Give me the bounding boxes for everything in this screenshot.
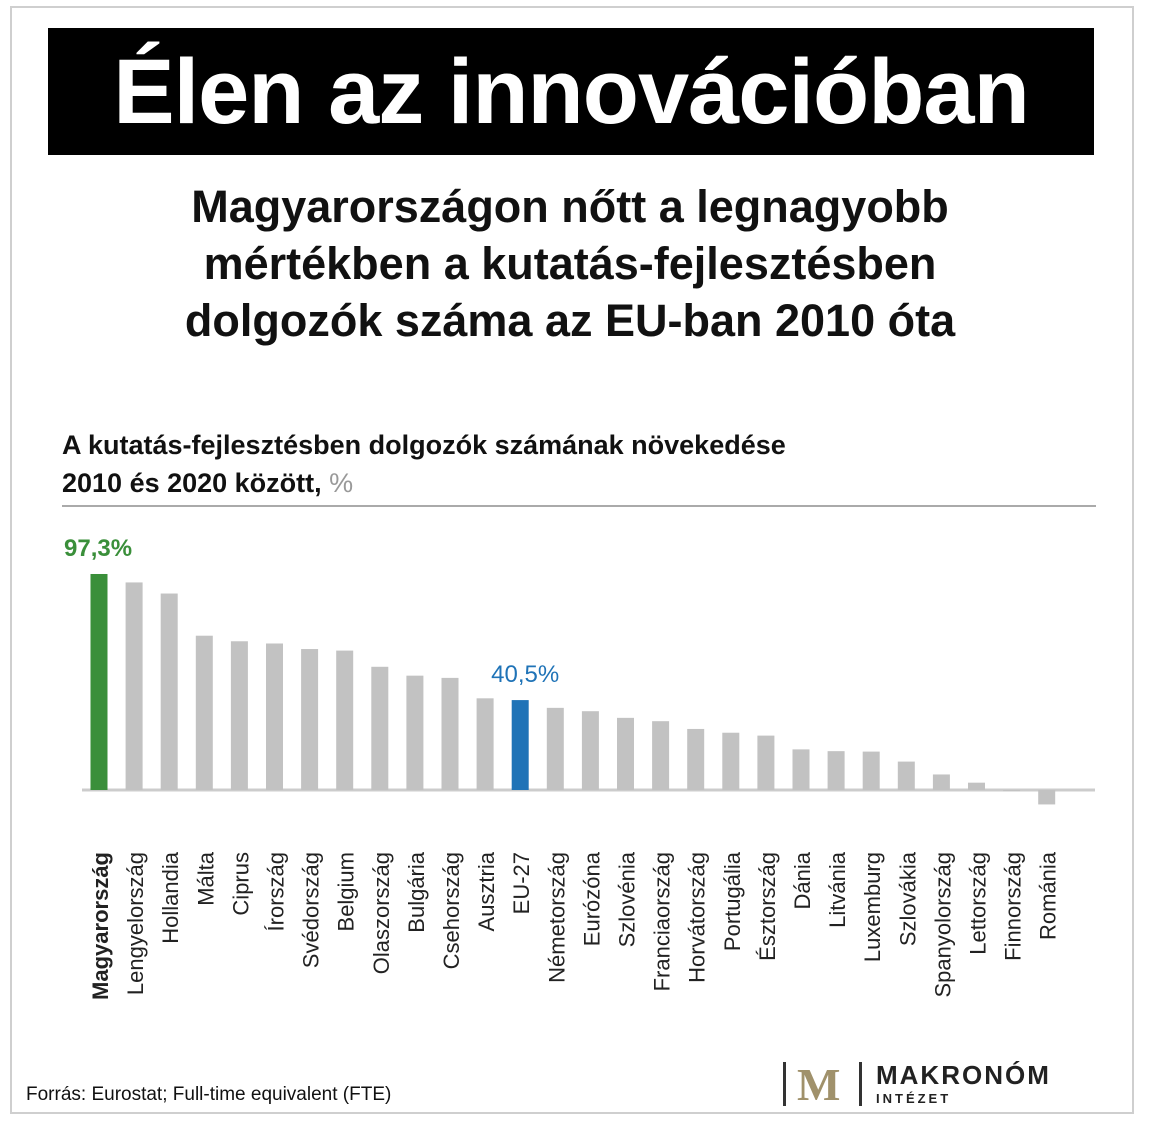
bar-franciaország: [652, 721, 670, 790]
bar-magyarország: [90, 573, 108, 790]
bar-belgium: [336, 650, 354, 790]
bar-finnország: [1003, 790, 1021, 792]
bar-bulgária: [406, 675, 424, 790]
bar-szlovénia: [617, 717, 634, 790]
bar-románia: [1038, 790, 1056, 805]
bar-eurózóna: [581, 711, 599, 790]
bar-olaszország: [371, 666, 389, 790]
bar-szlovákia: [897, 761, 915, 790]
bar-ausztria: [476, 698, 494, 790]
bar-lengyelország: [125, 582, 143, 790]
category-label: Ausztria: [474, 851, 499, 931]
category-label: EU-27: [509, 852, 534, 914]
category-label: Horvátország: [685, 852, 710, 983]
subtitle: Magyarországon nőtt a legnagyobb mértékb…: [40, 178, 1100, 349]
bar-litvánia: [827, 751, 845, 790]
logo-divider: [859, 1062, 862, 1106]
category-label: Lengyelország: [123, 852, 148, 995]
bar-portugália: [722, 732, 740, 790]
chart-heading-line: A kutatás-fejlesztésben dolgozók számána…: [62, 430, 786, 460]
logo-divider: [783, 1062, 786, 1106]
bar-dánia: [792, 749, 810, 790]
category-label: Portugália: [720, 851, 745, 951]
bar-luxemburg: [862, 751, 880, 790]
subtitle-line: mértékben a kutatás-fejlesztésben: [203, 238, 937, 289]
category-label: Románia: [1036, 851, 1061, 940]
category-label: Svédország: [299, 852, 324, 968]
bar-írország: [266, 643, 283, 790]
logo-mark: M: [797, 1059, 841, 1110]
bar-svédország: [301, 649, 319, 790]
category-label: Németország: [544, 852, 569, 983]
source-note: Forrás: Eurostat; Full-time equivalent (…: [26, 1084, 392, 1105]
bar-németország: [546, 707, 564, 790]
category-label: Magyarország: [88, 852, 113, 1000]
category-label: Ciprus: [228, 852, 253, 916]
category-label: Dánia: [790, 851, 815, 909]
category-label: Bulgária: [404, 851, 429, 932]
subtitle-line: dolgozók száma az EU-ban 2010 óta: [184, 295, 956, 346]
category-label: Szlovénia: [615, 851, 640, 947]
category-label: Lettország: [966, 852, 991, 955]
category-label: Franciaország: [650, 852, 675, 991]
bar-ciprus: [230, 641, 248, 790]
logo-name: MAKRONÓM: [876, 1060, 1051, 1090]
category-label: Spanyolország: [930, 852, 955, 998]
page-title: Élen az innovációban: [113, 40, 1030, 143]
category-label: Csehország: [439, 852, 464, 969]
category-label: Írország: [264, 852, 289, 931]
bar-csehország: [441, 677, 459, 790]
subtitle-line: Magyarországon nőtt a legnagyobb: [191, 181, 949, 232]
chart-heading: A kutatás-fejlesztésben dolgozók számána…: [62, 426, 786, 502]
category-label: Belgium: [334, 852, 359, 931]
chart-heading-period: 2010 és 2020 között,: [62, 468, 322, 498]
logo-subtitle: INTÉZET: [876, 1091, 952, 1106]
chart-heading-line-2: 2010 és 2020 között, %: [62, 464, 786, 502]
category-label: Eurózóna: [579, 851, 604, 946]
title-banner: Élen az innovációban: [48, 28, 1094, 155]
heading-rule: [62, 505, 1096, 507]
chart-unit: %: [329, 468, 354, 498]
bar-eu-27: [511, 700, 529, 790]
category-label: Észtország: [755, 852, 780, 961]
category-label: Hollandia: [158, 851, 183, 943]
bar-lettország: [968, 782, 985, 790]
bar-spanyolország: [932, 774, 950, 790]
data-label: 40,5%: [491, 661, 559, 688]
bar-málta: [195, 635, 213, 790]
category-label: Finnország: [1001, 852, 1026, 961]
category-label: Luxemburg: [860, 852, 885, 962]
outer-frame: [10, 6, 1134, 1114]
bar-hollandia: [160, 593, 178, 790]
bar-észtország: [757, 735, 775, 790]
category-label: Olaszország: [369, 852, 394, 974]
data-label: 97,3%: [64, 535, 132, 562]
category-label: Málta: [193, 851, 218, 906]
makronom-logo: M MAKRONÓM INTÉZET: [783, 1059, 1103, 1110]
category-label: Szlovákia: [895, 851, 920, 946]
category-label: Litvánia: [825, 851, 850, 928]
bar-horvátország: [687, 728, 705, 790]
